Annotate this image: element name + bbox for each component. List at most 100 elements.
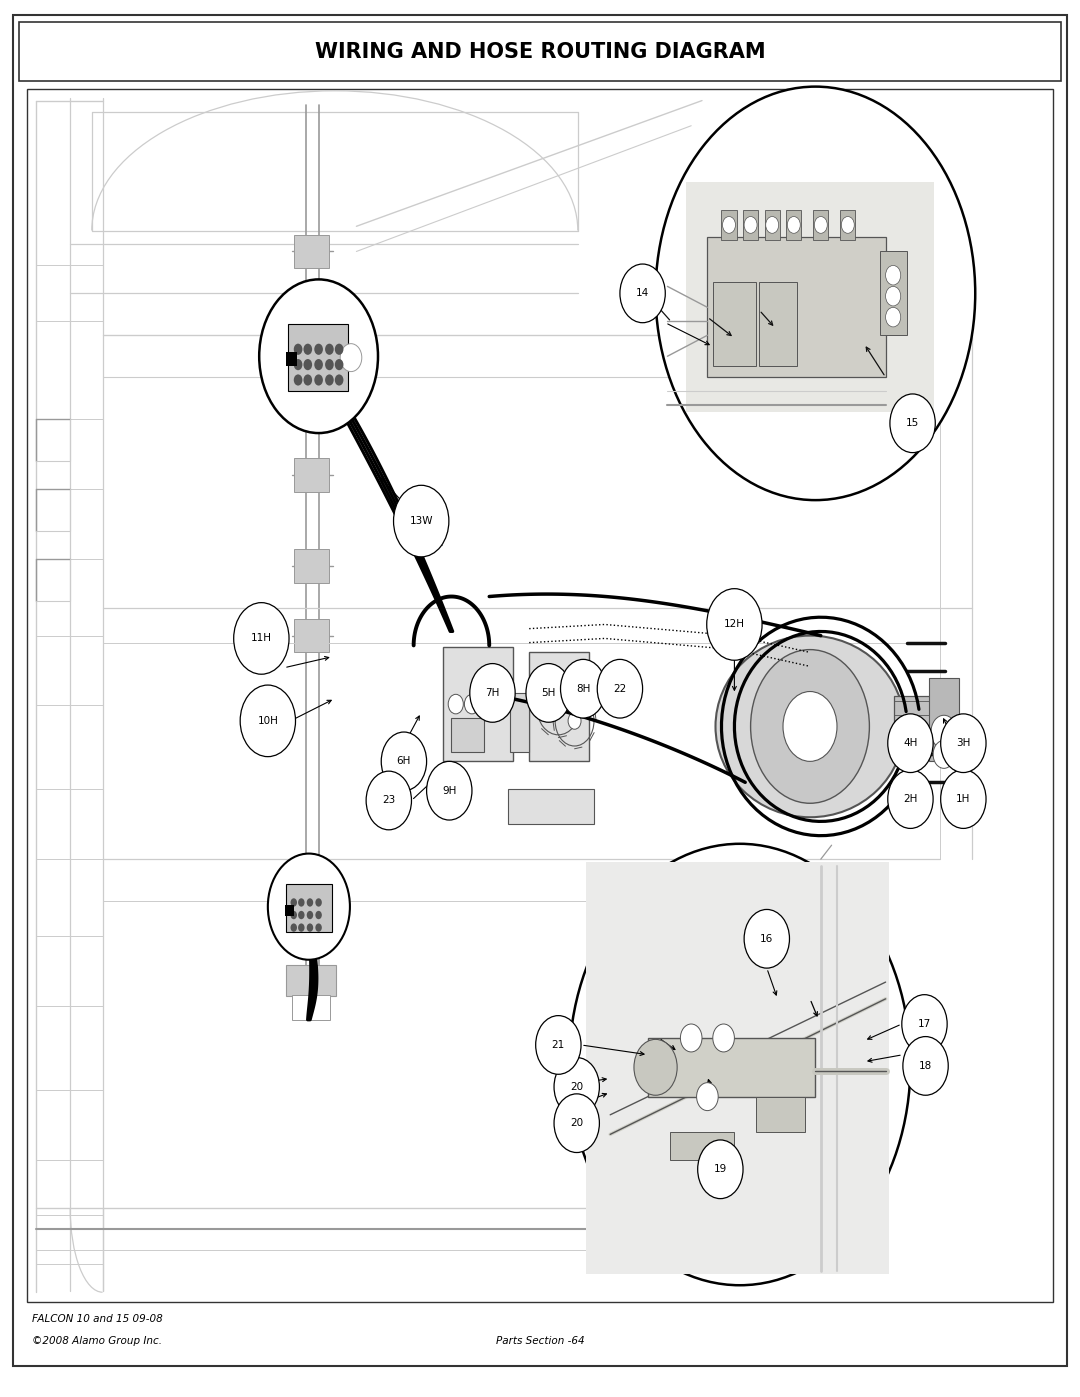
Circle shape: [381, 732, 427, 791]
Circle shape: [335, 359, 343, 370]
Circle shape: [366, 771, 411, 830]
Text: 17: 17: [918, 1018, 931, 1030]
FancyBboxPatch shape: [13, 15, 1067, 1366]
Circle shape: [634, 1039, 677, 1095]
Text: 5H: 5H: [541, 687, 556, 698]
Circle shape: [464, 694, 480, 714]
Circle shape: [307, 911, 313, 919]
Circle shape: [495, 694, 510, 714]
FancyBboxPatch shape: [529, 652, 589, 761]
Circle shape: [697, 1083, 718, 1111]
Text: 18: 18: [919, 1060, 932, 1071]
Circle shape: [886, 265, 901, 285]
FancyBboxPatch shape: [894, 696, 943, 754]
FancyBboxPatch shape: [294, 235, 329, 268]
Circle shape: [620, 264, 665, 323]
Circle shape: [886, 286, 901, 306]
FancyBboxPatch shape: [786, 210, 801, 240]
Circle shape: [315, 911, 322, 919]
FancyBboxPatch shape: [510, 693, 529, 752]
Circle shape: [325, 374, 334, 386]
Circle shape: [551, 697, 566, 717]
FancyBboxPatch shape: [294, 549, 329, 583]
Text: Parts Section -64: Parts Section -64: [496, 1336, 584, 1347]
Circle shape: [766, 217, 779, 233]
Circle shape: [393, 485, 449, 557]
Circle shape: [841, 217, 854, 233]
FancyBboxPatch shape: [443, 647, 513, 761]
FancyBboxPatch shape: [686, 182, 934, 412]
Circle shape: [941, 770, 986, 828]
FancyBboxPatch shape: [508, 789, 594, 824]
Circle shape: [298, 911, 305, 919]
Circle shape: [783, 692, 837, 761]
FancyBboxPatch shape: [451, 718, 484, 752]
FancyBboxPatch shape: [292, 995, 330, 1020]
Circle shape: [941, 714, 986, 773]
Circle shape: [335, 374, 343, 386]
Circle shape: [315, 898, 322, 907]
Circle shape: [427, 761, 472, 820]
Text: 20: 20: [570, 1118, 583, 1129]
Circle shape: [568, 712, 581, 729]
Text: 3H: 3H: [956, 738, 971, 749]
FancyBboxPatch shape: [285, 905, 294, 916]
FancyBboxPatch shape: [840, 210, 855, 240]
Circle shape: [294, 374, 302, 386]
FancyBboxPatch shape: [288, 324, 348, 391]
Circle shape: [294, 344, 302, 355]
Text: 19: 19: [714, 1164, 727, 1175]
FancyBboxPatch shape: [294, 374, 329, 408]
Circle shape: [481, 694, 496, 714]
FancyBboxPatch shape: [286, 352, 297, 366]
Text: 16: 16: [760, 933, 773, 944]
Text: WIRING AND HOSE ROUTING DIAGRAM: WIRING AND HOSE ROUTING DIAGRAM: [314, 42, 766, 61]
FancyBboxPatch shape: [813, 210, 828, 240]
FancyBboxPatch shape: [586, 862, 889, 1274]
Text: 8H: 8H: [576, 683, 591, 694]
Circle shape: [536, 1016, 581, 1074]
Circle shape: [888, 714, 933, 773]
Circle shape: [713, 1024, 734, 1052]
Text: 21: 21: [552, 1039, 565, 1051]
Circle shape: [554, 1058, 599, 1116]
Circle shape: [298, 923, 305, 932]
Circle shape: [787, 217, 800, 233]
Circle shape: [448, 694, 463, 714]
Text: 12H: 12H: [724, 619, 745, 630]
FancyBboxPatch shape: [929, 678, 959, 761]
Circle shape: [744, 217, 757, 233]
Circle shape: [335, 344, 343, 355]
Circle shape: [698, 1140, 743, 1199]
Text: 4H: 4H: [903, 738, 918, 749]
Text: 9H: 9H: [442, 785, 457, 796]
Text: 7H: 7H: [485, 687, 500, 698]
Text: 20: 20: [570, 1081, 583, 1092]
Circle shape: [303, 344, 312, 355]
Circle shape: [325, 359, 334, 370]
FancyBboxPatch shape: [759, 282, 797, 366]
Circle shape: [470, 664, 515, 722]
Circle shape: [314, 374, 323, 386]
Text: 15: 15: [906, 418, 919, 429]
FancyBboxPatch shape: [286, 965, 336, 996]
Circle shape: [526, 664, 571, 722]
Circle shape: [240, 685, 296, 757]
FancyBboxPatch shape: [294, 458, 329, 492]
Circle shape: [561, 659, 606, 718]
Circle shape: [291, 898, 297, 907]
Text: ©2008 Alamo Group Inc.: ©2008 Alamo Group Inc.: [32, 1336, 162, 1347]
FancyBboxPatch shape: [294, 619, 329, 652]
Ellipse shape: [715, 636, 905, 817]
Text: 2H: 2H: [903, 793, 918, 805]
FancyBboxPatch shape: [756, 1097, 805, 1132]
FancyBboxPatch shape: [721, 210, 737, 240]
FancyBboxPatch shape: [880, 251, 907, 335]
Circle shape: [307, 898, 313, 907]
FancyBboxPatch shape: [19, 22, 1061, 81]
Circle shape: [569, 844, 910, 1285]
Circle shape: [933, 740, 955, 768]
Circle shape: [886, 307, 901, 327]
Text: 6H: 6H: [396, 756, 411, 767]
FancyBboxPatch shape: [743, 210, 758, 240]
